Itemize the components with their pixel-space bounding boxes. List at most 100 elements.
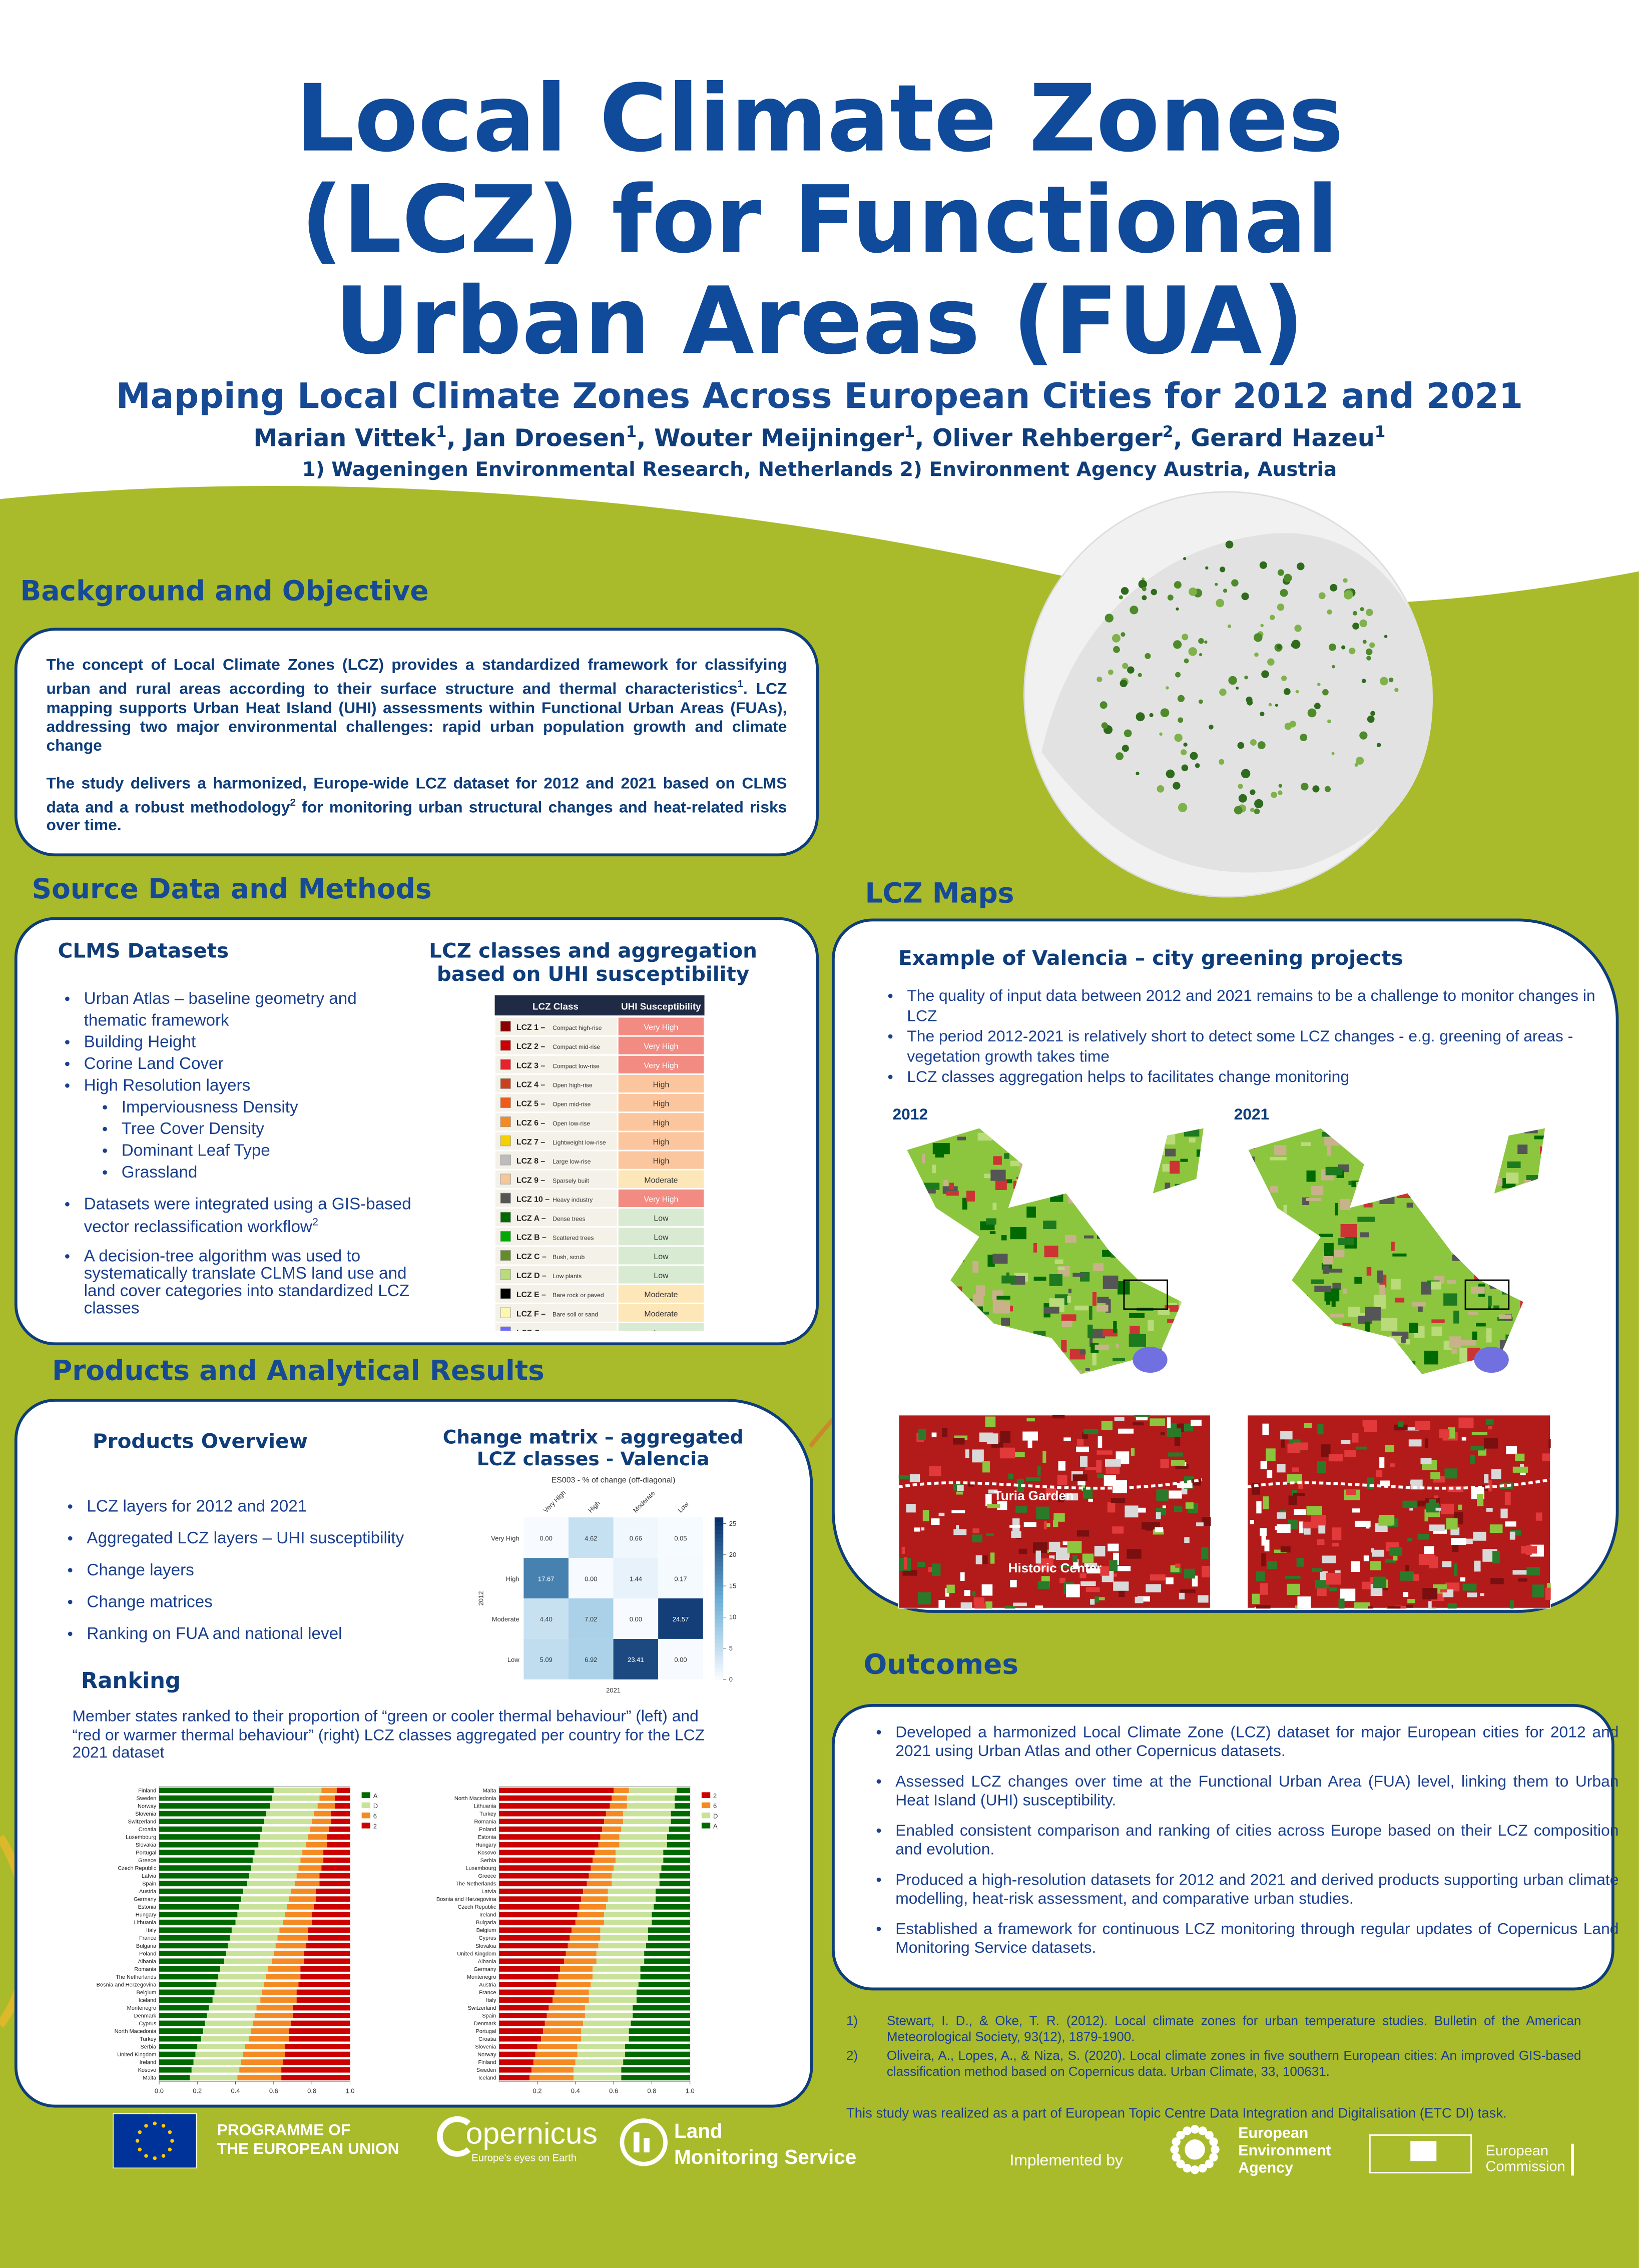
photo-patch [1256, 1501, 1261, 1514]
map-patch [1351, 1181, 1365, 1187]
map-patch [1451, 1250, 1455, 1253]
bar-segment [610, 1803, 627, 1809]
map-patch [1106, 1178, 1109, 1181]
photo-patch [1108, 1502, 1116, 1512]
bar-segment [159, 2013, 207, 2018]
fua-dot [1369, 643, 1375, 648]
fua-dot [1220, 566, 1225, 572]
bar-segment [535, 2052, 578, 2057]
category-label: Hungary [475, 1842, 496, 1848]
photo-patch [1266, 1448, 1276, 1461]
map-patch [1446, 1164, 1456, 1171]
fua-dot [1367, 716, 1375, 723]
photo-patch [1385, 1445, 1394, 1452]
bar-segment [667, 1842, 690, 1848]
map-patch [1319, 1234, 1333, 1237]
fua-dot [1097, 677, 1102, 682]
bar-segment [675, 1803, 690, 1809]
map-patch [1363, 1170, 1368, 1176]
bar-segment [228, 1943, 275, 1948]
cell-label: 4.62 [585, 1534, 597, 1542]
category-label: Belgium [137, 1990, 157, 1996]
fua-dot [1291, 643, 1295, 647]
map-patch [1101, 1144, 1112, 1158]
category-label: Latvia [481, 1889, 496, 1895]
fua-dot [1173, 640, 1182, 649]
map-patch [976, 1285, 985, 1296]
map-patch [1068, 1289, 1071, 1293]
photo-patch [1277, 1524, 1291, 1533]
map-patch [1488, 1377, 1495, 1383]
fua-dot [1289, 721, 1296, 727]
bar-segment [297, 1990, 350, 1995]
bar-segment [543, 2028, 581, 2034]
map-patch [927, 1353, 932, 1366]
photo-patch [1262, 1424, 1269, 1435]
map-patch [1533, 1314, 1542, 1325]
map-patch [1303, 1345, 1315, 1352]
map-patch [1199, 1165, 1208, 1175]
bar-segment [159, 2052, 195, 2057]
fua-dot [1296, 690, 1299, 694]
heatmap: ES003 - % of change (off-diagonal)Very H… [437, 1474, 770, 1705]
photo-patch [1332, 1527, 1342, 1540]
map-patch [1365, 1322, 1370, 1335]
uhi-label: Moderate [644, 1176, 678, 1185]
photo-patch [1293, 1493, 1305, 1496]
fua-dot [1181, 749, 1187, 755]
photo-patch [1458, 1505, 1462, 1510]
table-header: UHI Susceptibility [621, 1001, 701, 1012]
photo-patch [1042, 1451, 1046, 1463]
map-patch [1311, 1280, 1324, 1284]
bar-segment [631, 2021, 690, 2026]
map-patch [1073, 1144, 1079, 1152]
map-patch [1278, 1132, 1294, 1137]
bar-segment [159, 1889, 243, 1894]
bar-segment [308, 1935, 350, 1941]
photo-patch [1548, 1439, 1550, 1448]
photo-patch [1046, 1523, 1050, 1527]
fua-dot [1366, 649, 1372, 655]
ray [1191, 2165, 1199, 2174]
map-patch [1020, 1344, 1032, 1355]
fua-dot [1366, 609, 1373, 616]
list-item: Assessed LCZ changes over time at the Fu… [895, 1774, 1618, 1811]
fua-dot [1184, 659, 1189, 664]
bar-segment [236, 1920, 283, 1925]
map-patch [1489, 1283, 1501, 1287]
fua-dot [1100, 701, 1108, 709]
category-label: Iceland [478, 2075, 496, 2081]
bar-segment [260, 1834, 308, 1840]
photo-patch [1486, 1419, 1494, 1425]
map-patch [1348, 1181, 1351, 1185]
bar-segment [629, 2036, 690, 2042]
fua-dot [1178, 717, 1183, 723]
x-tick-label: 0.2 [532, 2087, 541, 2095]
bar-segment [216, 1982, 264, 1987]
fua-dot [1319, 593, 1326, 600]
bar-segment [159, 1788, 274, 1793]
bar-segment [285, 2052, 350, 2057]
map-patch [1016, 1179, 1031, 1191]
map-patch [1368, 1360, 1379, 1374]
text: European [1238, 2125, 1331, 2142]
photo-patch [1127, 1549, 1142, 1558]
photo-patch [1118, 1566, 1131, 1571]
sub-heading: Change matrix – aggregated LCZ classes -… [422, 1428, 764, 1471]
map-patch [1275, 1312, 1279, 1315]
bar-segment [218, 1974, 266, 1980]
map-patch [1103, 1276, 1119, 1289]
legend-label: 2 [713, 1792, 717, 1800]
map-patch [1138, 1149, 1154, 1159]
map-patch [1237, 1173, 1245, 1182]
map-patch [1441, 1166, 1455, 1179]
map-patch [1264, 1132, 1268, 1143]
bar-segment [329, 1827, 350, 1832]
map-patch [1340, 1199, 1351, 1210]
photo-label: Turia Garden [994, 1488, 1074, 1503]
colorbar-step [715, 1655, 723, 1659]
photo-patch [1088, 1499, 1093, 1502]
map-patch [1078, 1370, 1082, 1382]
bar-segment [159, 1990, 215, 1995]
